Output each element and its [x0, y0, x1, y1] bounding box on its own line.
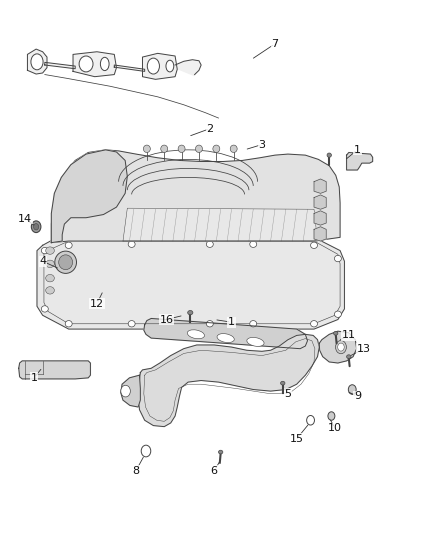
- Ellipse shape: [307, 416, 315, 425]
- Polygon shape: [51, 150, 127, 243]
- Ellipse shape: [166, 60, 174, 72]
- Ellipse shape: [34, 223, 39, 230]
- Text: 16: 16: [160, 314, 173, 325]
- Ellipse shape: [178, 145, 185, 152]
- Polygon shape: [28, 49, 47, 74]
- Polygon shape: [51, 150, 340, 243]
- Text: 15: 15: [290, 434, 304, 444]
- Ellipse shape: [336, 341, 347, 354]
- Polygon shape: [138, 334, 319, 426]
- Ellipse shape: [46, 287, 54, 294]
- Ellipse shape: [46, 260, 54, 268]
- Ellipse shape: [333, 332, 338, 335]
- Ellipse shape: [311, 242, 318, 248]
- Ellipse shape: [128, 241, 135, 247]
- Ellipse shape: [187, 311, 193, 315]
- Polygon shape: [73, 52, 116, 77]
- Ellipse shape: [206, 241, 213, 247]
- Ellipse shape: [65, 320, 72, 327]
- Polygon shape: [314, 195, 326, 209]
- Ellipse shape: [250, 241, 257, 247]
- Polygon shape: [314, 227, 326, 241]
- Ellipse shape: [247, 337, 264, 346]
- Ellipse shape: [59, 255, 73, 270]
- Ellipse shape: [217, 334, 234, 343]
- Ellipse shape: [195, 145, 202, 152]
- Ellipse shape: [65, 242, 72, 248]
- Text: 4: 4: [39, 256, 46, 266]
- Ellipse shape: [79, 56, 93, 72]
- Ellipse shape: [334, 311, 341, 317]
- Ellipse shape: [128, 320, 135, 327]
- Text: 7: 7: [271, 39, 278, 49]
- Ellipse shape: [121, 385, 130, 397]
- Text: 1: 1: [31, 373, 38, 383]
- Text: 11: 11: [342, 330, 356, 341]
- Polygon shape: [144, 318, 308, 349]
- Ellipse shape: [31, 54, 43, 70]
- Ellipse shape: [42, 306, 48, 312]
- Ellipse shape: [250, 320, 257, 327]
- Text: 1: 1: [228, 317, 235, 327]
- Ellipse shape: [281, 381, 285, 385]
- Ellipse shape: [230, 145, 237, 152]
- Ellipse shape: [218, 450, 223, 454]
- Polygon shape: [347, 152, 373, 170]
- Ellipse shape: [42, 247, 48, 254]
- Ellipse shape: [143, 145, 150, 152]
- Text: 13: 13: [357, 344, 371, 354]
- Ellipse shape: [147, 58, 160, 74]
- Polygon shape: [121, 375, 140, 407]
- Ellipse shape: [31, 221, 41, 232]
- Polygon shape: [142, 53, 177, 79]
- Text: 10: 10: [328, 423, 342, 433]
- Ellipse shape: [328, 412, 335, 420]
- Polygon shape: [314, 179, 326, 193]
- Polygon shape: [19, 361, 90, 379]
- Ellipse shape: [311, 320, 318, 327]
- Ellipse shape: [206, 320, 213, 327]
- Text: 8: 8: [132, 466, 139, 475]
- Text: 2: 2: [206, 124, 213, 134]
- Text: 14: 14: [18, 214, 32, 224]
- Ellipse shape: [141, 445, 151, 457]
- Text: 12: 12: [90, 298, 104, 309]
- Ellipse shape: [46, 274, 54, 282]
- Polygon shape: [123, 208, 318, 241]
- Ellipse shape: [348, 385, 356, 394]
- Text: 3: 3: [258, 140, 265, 150]
- Polygon shape: [314, 211, 326, 225]
- Ellipse shape: [55, 251, 76, 273]
- Ellipse shape: [213, 145, 220, 152]
- Polygon shape: [319, 331, 357, 363]
- Text: 6: 6: [211, 466, 218, 475]
- Polygon shape: [45, 62, 75, 69]
- Ellipse shape: [161, 145, 168, 152]
- Text: 5: 5: [284, 389, 291, 399]
- Ellipse shape: [347, 355, 351, 359]
- Polygon shape: [37, 235, 344, 329]
- Ellipse shape: [101, 58, 109, 70]
- Polygon shape: [175, 60, 201, 76]
- Ellipse shape: [334, 255, 341, 262]
- Text: 1: 1: [354, 145, 361, 155]
- Text: 9: 9: [354, 391, 361, 401]
- Ellipse shape: [327, 153, 331, 157]
- Ellipse shape: [187, 330, 205, 338]
- Polygon shape: [114, 65, 145, 71]
- Ellipse shape: [338, 343, 344, 351]
- Ellipse shape: [46, 247, 54, 254]
